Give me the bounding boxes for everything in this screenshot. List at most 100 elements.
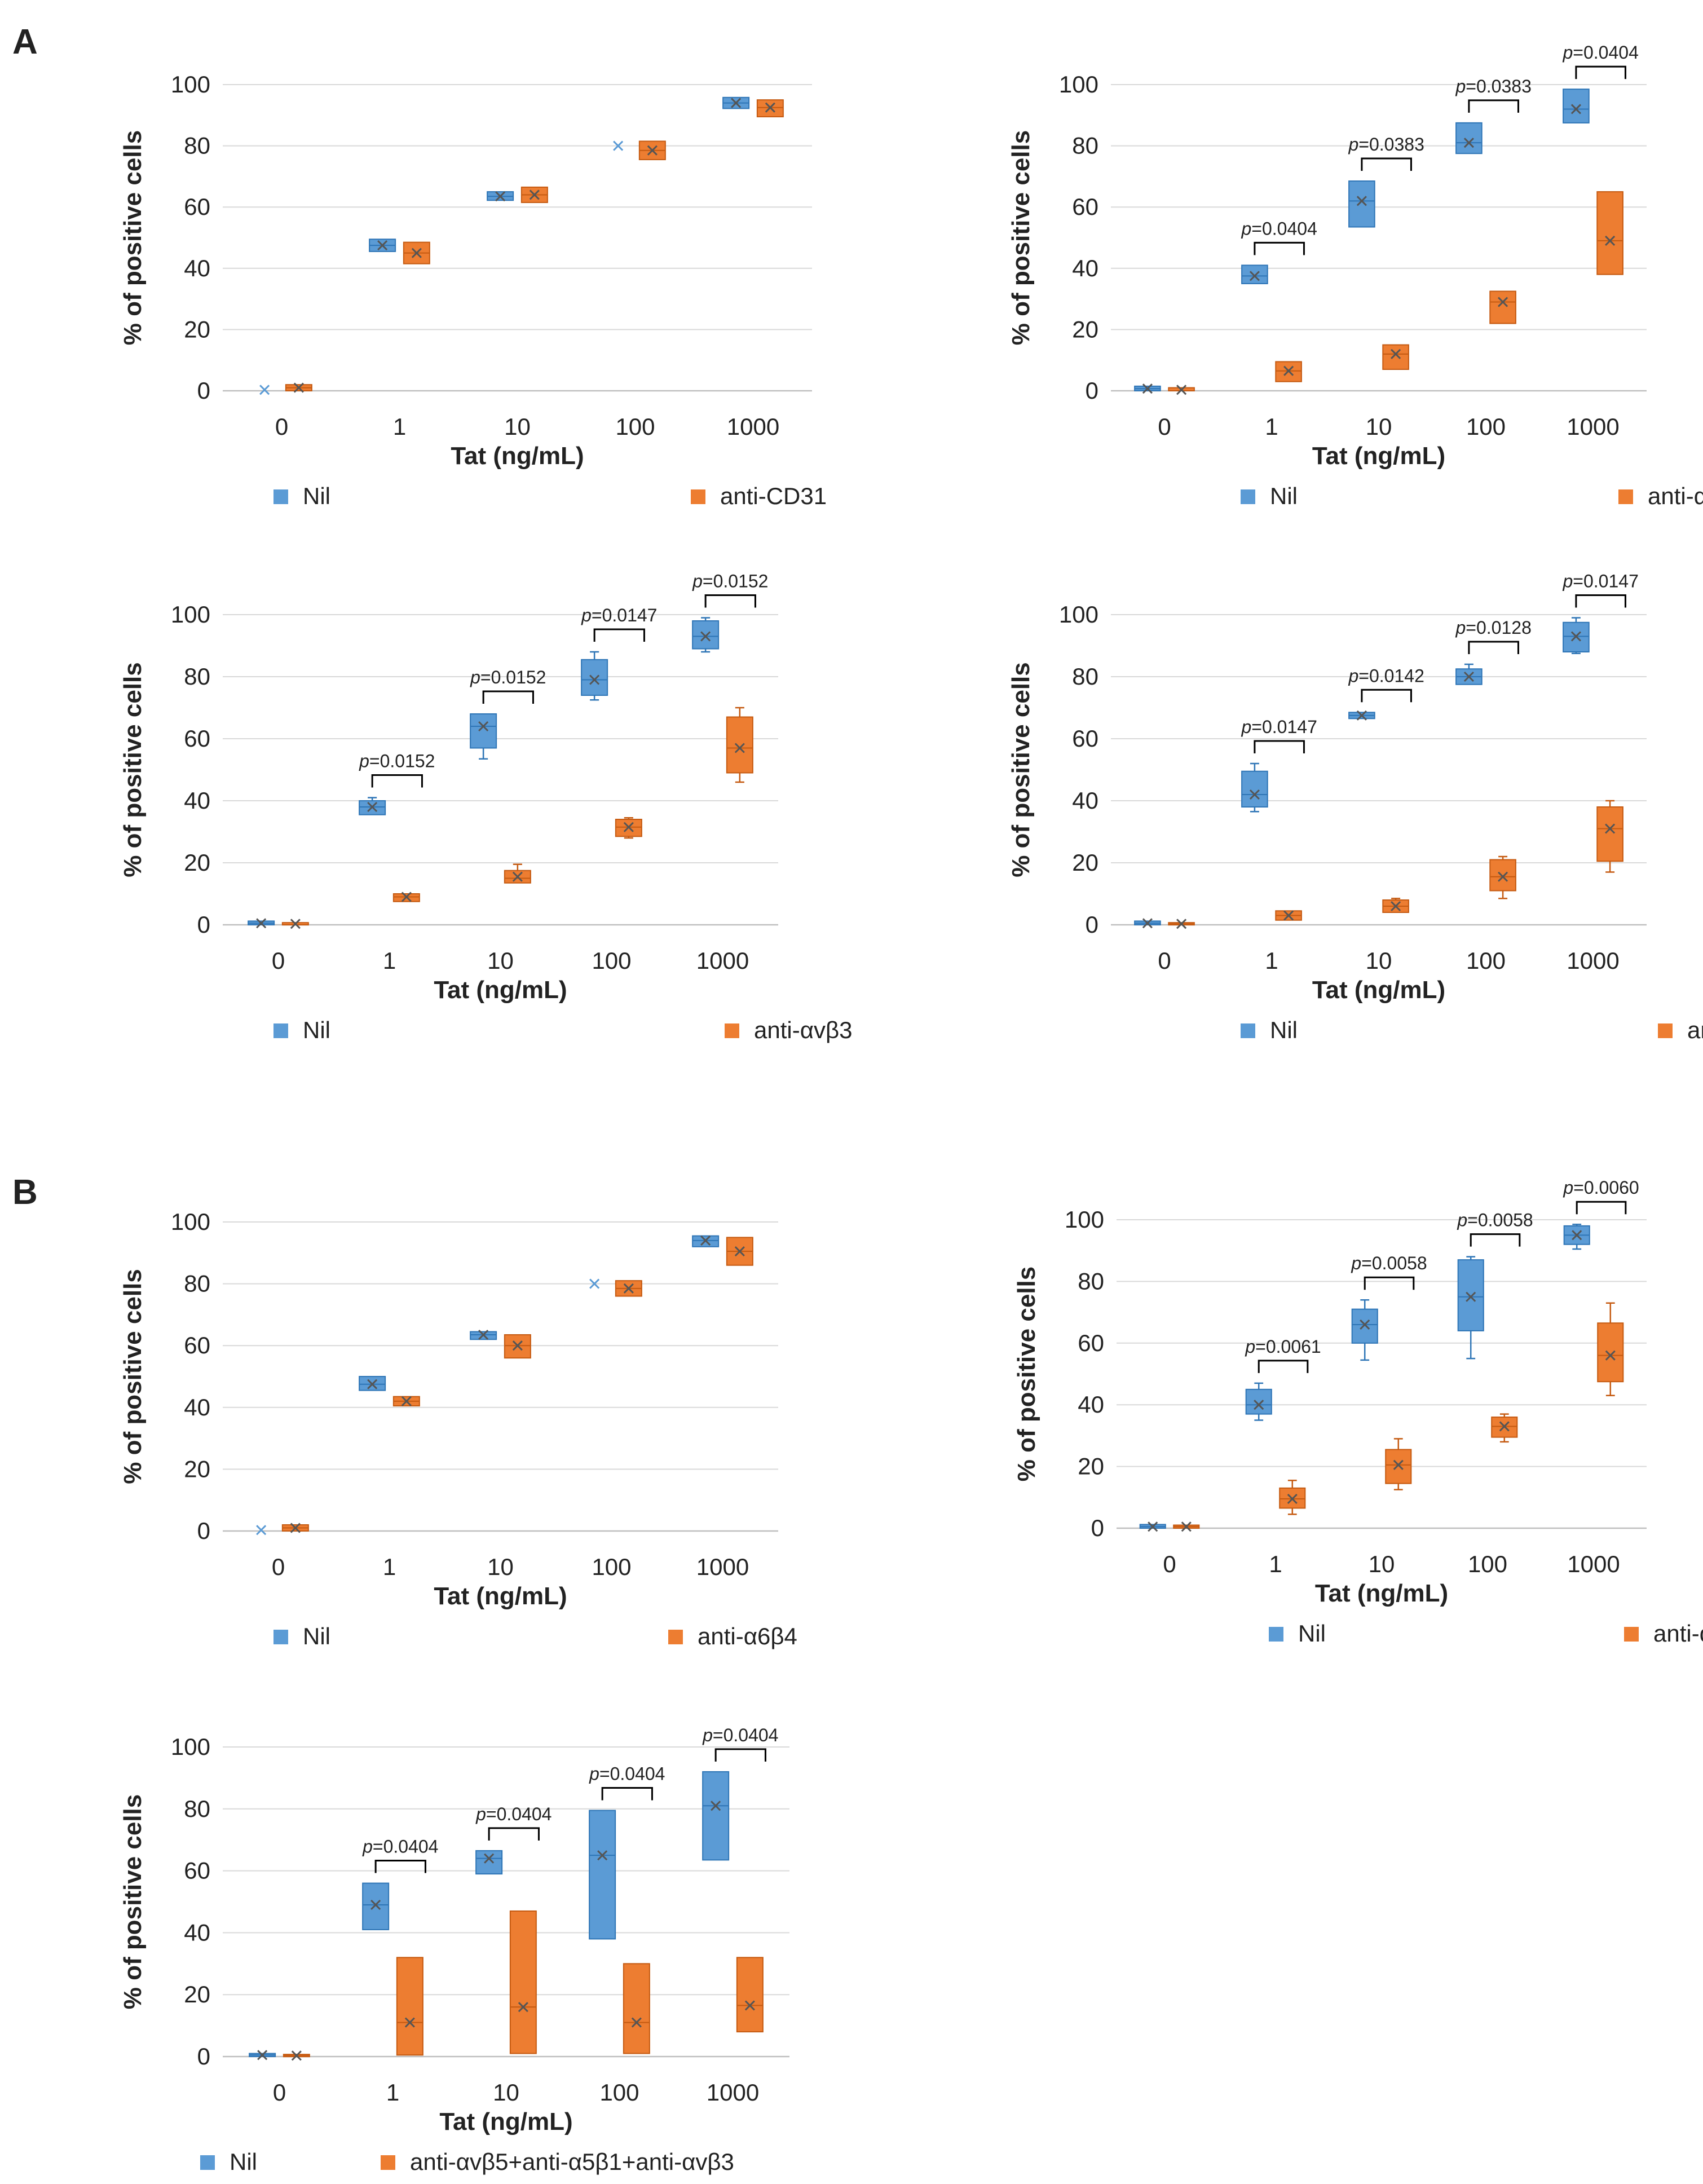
mean-marker: [1148, 1521, 1158, 1532]
y-tick-label: 80: [1078, 1268, 1104, 1294]
box-antibody: [520, 186, 548, 204]
mean-marker: [1181, 1521, 1192, 1532]
mean-marker: [512, 1340, 523, 1351]
y-axis-title: % of positive cells: [119, 1269, 147, 1484]
legend: Nil anti-α5β1: [1241, 483, 1703, 509]
x-tick-label: 0: [1163, 1551, 1176, 1577]
y-tick-label: 80: [184, 1795, 210, 1822]
mean-marker: [290, 1523, 301, 1533]
box-antibody: [638, 140, 666, 161]
box-body: [509, 1910, 537, 2054]
y-tick-label: 20: [184, 1981, 210, 2007]
mean-marker: [1499, 1421, 1510, 1432]
x-tick-label: 1: [383, 947, 396, 974]
y-tick-label: 100: [1059, 601, 1098, 628]
p-value-label: p=0.0147: [581, 605, 657, 625]
legend-swatch-nil: [1241, 1023, 1255, 1038]
significance-bracket: [714, 1748, 766, 1762]
box-nil: [248, 918, 275, 929]
x-tick-label: 10: [1369, 1551, 1395, 1577]
box-body: [1596, 806, 1623, 862]
y-tick-label: 40: [1078, 1391, 1104, 1418]
mean-marker: [597, 1850, 608, 1861]
mean-marker: [291, 2050, 302, 2061]
box-antibody: [504, 863, 531, 884]
significance-bracket: [482, 690, 534, 704]
mean-marker: [367, 1379, 378, 1389]
box-antibody: [756, 99, 784, 118]
mean-marker: [495, 191, 506, 202]
y-tick-label: 80: [1072, 663, 1098, 690]
legend-label-nil: Nil: [303, 1623, 330, 1649]
p-value-label: p=0.0147: [1563, 571, 1639, 592]
significance-bracket: [374, 1860, 426, 1873]
legend-label-nil: Nil: [1270, 483, 1298, 509]
box-antibody: [615, 1280, 642, 1297]
box-antibody: [396, 1957, 423, 2056]
x-tick-label: 1: [393, 413, 406, 440]
y-tick-label: 60: [184, 1857, 210, 1884]
mean-marker: [734, 743, 745, 753]
mean-marker: [401, 1396, 412, 1406]
legend: Nil anti-α5β1+anti-αvβ3: [1241, 1017, 1703, 1043]
box-body: [1245, 1388, 1272, 1415]
p-value-label: p=0.0058: [1457, 1210, 1533, 1230]
p-value-label: p=0.0404: [589, 1764, 665, 1784]
x-axis-title: Tat (ng/mL): [439, 2108, 572, 2136]
y-axis-title: % of positive cells: [1013, 1267, 1040, 1481]
box-nil: [1455, 663, 1483, 685]
x-tick-label: 0: [272, 1554, 285, 1580]
mean-marker: [256, 918, 267, 929]
mean-marker: [1570, 104, 1581, 114]
mean-marker: [734, 1246, 745, 1257]
box-body: [1563, 89, 1590, 123]
box-body: [1279, 1487, 1306, 1509]
significance-bracket: [488, 1827, 540, 1841]
legend-swatch-nil: [273, 489, 288, 504]
box-body: [581, 659, 608, 696]
box-body: [623, 1963, 650, 2054]
panel-letter-b: B: [12, 1173, 38, 1212]
mean-marker: [1605, 1350, 1616, 1361]
x-tick-label: 100: [1468, 1551, 1507, 1577]
mean-marker: [1463, 671, 1474, 682]
x-tick-label: 1000: [696, 947, 749, 974]
legend: Nil anti-α6β4: [273, 1623, 797, 1649]
legend: Nil anti-αvβ3: [273, 1017, 853, 1043]
box-nil: [1455, 122, 1483, 155]
mean-marker: [1287, 1493, 1298, 1504]
mean-marker: [1605, 235, 1616, 246]
box-antibody: [281, 1523, 309, 1533]
box-antibody: [726, 707, 753, 783]
y-tick-label: 0: [1086, 911, 1098, 938]
mean-marker: [404, 2017, 415, 2028]
mean-marker: [1393, 1459, 1404, 1470]
x-tick-label: 100: [599, 2079, 639, 2106]
box-antibody: [403, 241, 430, 264]
mean-marker: [401, 892, 412, 902]
box-nil: [470, 1329, 497, 1340]
box-antibody: [1275, 361, 1302, 382]
box-body: [1596, 191, 1623, 275]
box-nil: [1134, 383, 1161, 394]
y-tick-label: 60: [184, 193, 210, 220]
box-nil: [362, 1882, 390, 1930]
x-tick-label: 1: [1265, 413, 1278, 440]
box-body: [1385, 1449, 1412, 1484]
box-body: [1489, 290, 1516, 324]
y-tick-label: 60: [1072, 725, 1098, 752]
mean-marker: [257, 2050, 268, 2061]
y-tick-label: 80: [184, 663, 210, 690]
box-nil: [1563, 89, 1590, 123]
p-value-label: p=0.0128: [1455, 617, 1532, 638]
x-tick-label: 10: [1366, 947, 1392, 974]
mean-marker: [700, 631, 711, 642]
box-antibody: [1596, 800, 1623, 873]
p-value-label: p=0.0383: [1455, 76, 1532, 96]
significance-bracket: [1576, 1201, 1627, 1215]
box-body: [702, 1771, 730, 1861]
box-antibody: [392, 892, 420, 902]
y-tick-label: 0: [1086, 377, 1098, 404]
